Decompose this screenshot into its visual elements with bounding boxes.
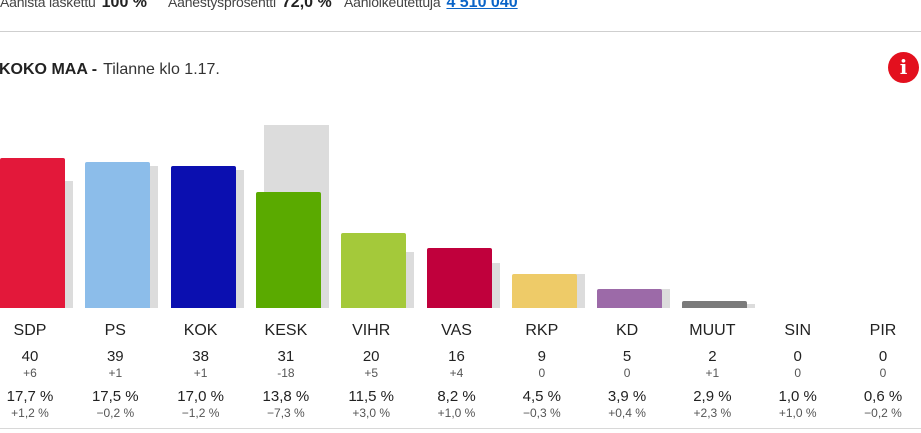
vote-percent: 11,5 % xyxy=(348,388,394,405)
seat-change: +1 xyxy=(193,366,208,380)
vote-percent: 2,9 % xyxy=(693,388,732,405)
seat-count: 9 xyxy=(537,348,546,365)
party-name: SDP xyxy=(13,322,47,339)
counted-stat: Äänistä laskettu 100 % xyxy=(0,0,147,12)
seat-change: 0 xyxy=(623,366,631,380)
eligible-stat: Äänioikeutettuja 4 510 040 xyxy=(344,0,518,12)
seats-bar[interactable] xyxy=(341,233,407,308)
percent-change: +0,4 % xyxy=(608,406,646,420)
seat-change: +1 xyxy=(705,366,720,380)
vote-percent: 17,0 % xyxy=(177,388,224,405)
eligible-voters-link[interactable]: 4 510 040 xyxy=(446,0,518,11)
seats-bar[interactable] xyxy=(85,162,151,308)
seat-change: +1 xyxy=(108,366,123,380)
percent-change: −1,2 % xyxy=(181,406,220,420)
seats-bar[interactable] xyxy=(682,300,748,308)
vote-percent: 3,9 % xyxy=(607,388,647,405)
results-summary-bar: Äänistä laskettu 100 % Äänestysprosentti 7… xyxy=(0,0,921,31)
seat-change: -18 xyxy=(277,366,295,380)
seat-count: 0 xyxy=(878,348,888,365)
update-status: Tilanne klo 1.17. xyxy=(103,61,220,78)
bottom-divider xyxy=(0,428,921,429)
seat-count: 31 xyxy=(277,348,295,365)
vote-percent: 1,0 % xyxy=(778,388,817,405)
party-name: MUUT xyxy=(689,322,736,339)
seat-change: +4 xyxy=(449,366,464,380)
percent-change: +1,2 % xyxy=(11,406,49,420)
percent-change: −0,2 % xyxy=(96,406,135,420)
party-name: VIHR xyxy=(352,322,391,339)
seats-bar[interactable] xyxy=(597,289,663,308)
turnout-value: 72,0 % xyxy=(281,0,332,11)
party-name: KOK xyxy=(183,322,218,339)
seats-bar[interactable] xyxy=(255,192,321,308)
seat-count: 16 xyxy=(448,348,465,365)
turnout-stat: Äänestysprosentti 72,0 % xyxy=(168,0,332,12)
seat-count: 5 xyxy=(622,348,632,365)
seats-bar[interactable] xyxy=(0,158,65,308)
percent-change: +1,0 % xyxy=(437,406,476,420)
party-name: VAS xyxy=(441,322,472,339)
vote-percent: 13,8 % xyxy=(262,388,310,405)
seat-change: 0 xyxy=(794,366,802,380)
eligible-label: Äänioikeutettuja xyxy=(344,0,441,10)
party-name: PIR xyxy=(869,322,897,339)
vote-percent: 4,5 % xyxy=(522,388,561,405)
seat-change: 0 xyxy=(879,366,887,380)
counted-value: 100 % xyxy=(101,0,148,11)
seat-change: 0 xyxy=(538,366,546,380)
seat-count: 0 xyxy=(793,348,802,365)
party-name: KD xyxy=(615,322,639,339)
seat-count: 20 xyxy=(362,348,380,365)
percent-change: +3,0 % xyxy=(352,406,391,420)
vote-percent: 8,2 % xyxy=(437,388,476,405)
region-name: KOKO MAA - xyxy=(0,61,98,78)
turnout-label: Äänestysprosentti xyxy=(168,0,276,10)
percent-change: −0,2 % xyxy=(864,406,902,420)
percent-change: −7,3 % xyxy=(267,406,305,420)
party-name: KESK xyxy=(264,322,308,339)
seat-change: +6 xyxy=(23,366,37,380)
seat-count: 2 xyxy=(708,348,717,365)
seats-bar[interactable] xyxy=(511,274,577,308)
party-name: SIN xyxy=(784,322,812,339)
seat-count: 38 xyxy=(192,348,209,365)
seat-count: 39 xyxy=(106,348,124,365)
counted-label: Äänistä laskettu xyxy=(0,0,96,10)
party-name: RKP xyxy=(525,322,559,339)
header-divider xyxy=(0,31,921,32)
vote-percent: 17,5 % xyxy=(91,388,139,405)
seat-change: +5 xyxy=(364,366,379,380)
seats-bar[interactable] xyxy=(426,248,492,308)
percent-change: −0,3 % xyxy=(522,406,561,420)
seat-count: 40 xyxy=(21,348,39,365)
percent-change: +2,3 % xyxy=(693,406,732,420)
vote-percent: 17,7 % xyxy=(6,388,54,405)
region-heading: KOKO MAA - Tilanne klo 1.17. xyxy=(0,61,220,79)
percent-change: +1,0 % xyxy=(778,406,817,420)
vote-percent: 0,6 % xyxy=(863,388,903,405)
info-icon[interactable]: i xyxy=(888,52,919,83)
seats-bar[interactable] xyxy=(170,165,236,308)
party-name: PS xyxy=(104,322,126,339)
